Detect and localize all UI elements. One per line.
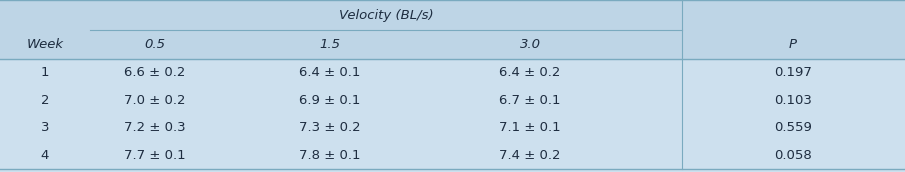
- Text: 7.3 ± 0.2: 7.3 ± 0.2: [300, 121, 361, 134]
- Text: 3: 3: [41, 121, 49, 134]
- Bar: [0, 0, 905, 30]
- Text: 1: 1: [41, 66, 49, 79]
- Text: 7.0 ± 0.2: 7.0 ± 0.2: [124, 94, 186, 107]
- Text: 6.4 ± 0.2: 6.4 ± 0.2: [500, 66, 561, 79]
- Text: 7.7 ± 0.1: 7.7 ± 0.1: [124, 149, 186, 162]
- Text: 7.4 ± 0.2: 7.4 ± 0.2: [500, 149, 561, 162]
- Text: 4: 4: [41, 149, 49, 162]
- Text: P: P: [789, 38, 797, 51]
- Text: 7.1 ± 0.1: 7.1 ± 0.1: [500, 121, 561, 134]
- Text: 6.6 ± 0.2: 6.6 ± 0.2: [124, 66, 186, 79]
- Text: 3.0: 3.0: [519, 38, 540, 51]
- Text: Velocity (BL/s): Velocity (BL/s): [338, 8, 433, 22]
- Text: 0.058: 0.058: [774, 149, 812, 162]
- Text: 0.5: 0.5: [145, 38, 166, 51]
- Text: 0.559: 0.559: [774, 121, 812, 134]
- Text: 6.9 ± 0.1: 6.9 ± 0.1: [300, 94, 361, 107]
- Text: 7.2 ± 0.3: 7.2 ± 0.3: [124, 121, 186, 134]
- Text: 0.197: 0.197: [774, 66, 812, 79]
- Text: 1.5: 1.5: [319, 38, 340, 51]
- Text: 0.103: 0.103: [774, 94, 812, 107]
- Text: 7.8 ± 0.1: 7.8 ± 0.1: [300, 149, 361, 162]
- Bar: [0, 30, 905, 59]
- Text: Week: Week: [26, 38, 63, 51]
- Text: 6.4 ± 0.1: 6.4 ± 0.1: [300, 66, 361, 79]
- Text: 2: 2: [41, 94, 49, 107]
- Text: 6.7 ± 0.1: 6.7 ± 0.1: [500, 94, 561, 107]
